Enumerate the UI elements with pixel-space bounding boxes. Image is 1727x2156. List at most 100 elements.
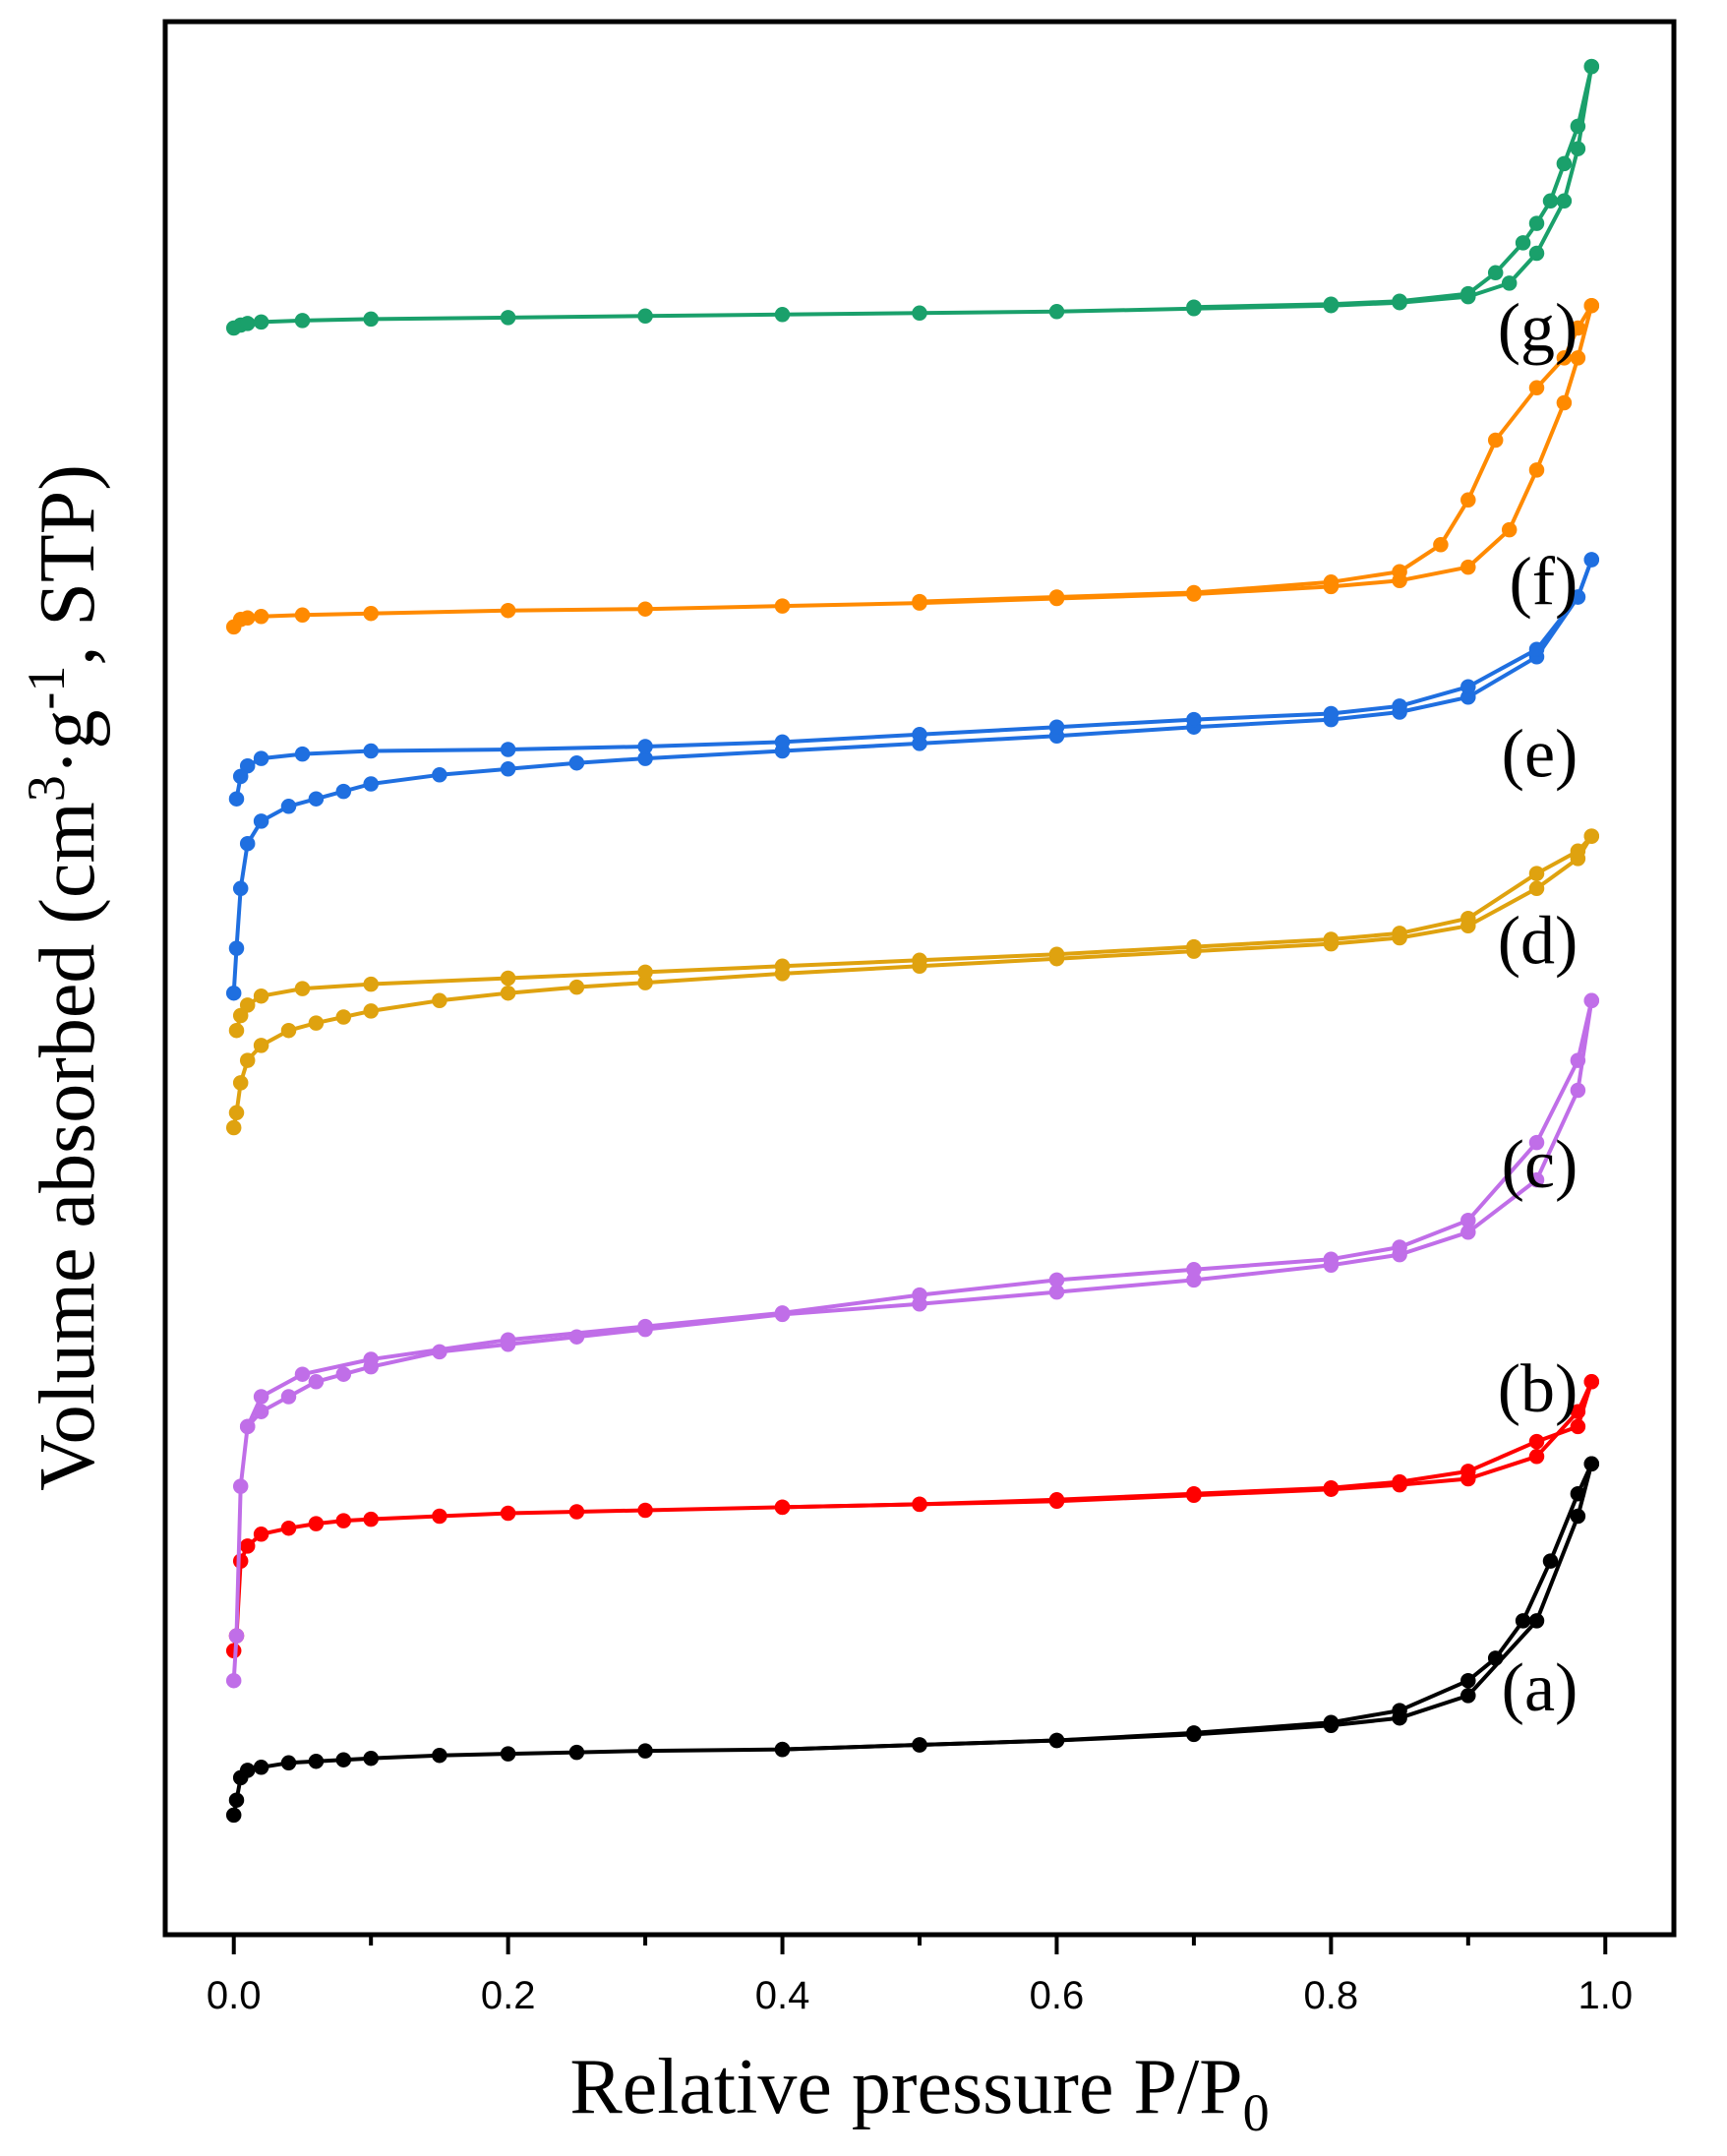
adsorption-point bbox=[500, 310, 516, 326]
desorption-point bbox=[1583, 992, 1600, 1009]
desorption-point bbox=[1048, 1492, 1065, 1508]
desorption-point bbox=[363, 1351, 379, 1367]
desorption-point bbox=[774, 958, 791, 975]
desorption-point bbox=[637, 964, 653, 981]
desorption-branch-line bbox=[782, 1381, 1594, 1510]
x-tick-label: 0.0 bbox=[207, 1974, 262, 2017]
desorption-point bbox=[363, 976, 379, 992]
adsorption-point bbox=[335, 783, 352, 800]
desorption-point bbox=[774, 734, 791, 750]
plot-frame bbox=[162, 19, 1677, 1938]
desorption-point bbox=[253, 1389, 269, 1405]
adsorption-point bbox=[1501, 521, 1518, 538]
adsorption-point bbox=[363, 1511, 379, 1527]
curve-label: (e) bbox=[1502, 716, 1578, 792]
desorption-point bbox=[1323, 931, 1340, 947]
x-tick-label: 0.6 bbox=[1030, 1974, 1085, 2017]
adsorption-point bbox=[432, 1747, 447, 1764]
desorption-point bbox=[1460, 492, 1476, 509]
x-tick-label: 0.4 bbox=[755, 1974, 810, 2017]
desorption-point bbox=[1583, 297, 1600, 314]
adsorption-point bbox=[637, 1743, 653, 1759]
adsorption-point bbox=[228, 1792, 245, 1808]
desorption-point bbox=[1528, 866, 1545, 881]
desorption-point bbox=[1570, 1052, 1586, 1068]
adsorption-point bbox=[225, 1119, 242, 1136]
desorption-point bbox=[1528, 215, 1545, 231]
desorption-point bbox=[1392, 1703, 1407, 1718]
desorption-point bbox=[232, 768, 249, 785]
desorption-point bbox=[774, 1741, 791, 1758]
x-axis-ticks: 0.0 0.2 0.4 0.6 0.8 1.0 bbox=[207, 1935, 1633, 2017]
adsorption-point bbox=[253, 813, 269, 829]
desorption-point bbox=[1460, 1212, 1476, 1228]
adsorption-point bbox=[1460, 559, 1476, 575]
adsorption-point bbox=[228, 940, 245, 956]
adsorption-point bbox=[637, 1502, 653, 1519]
desorption-point bbox=[1048, 946, 1065, 962]
desorption-point bbox=[912, 727, 927, 743]
adsorption-point bbox=[239, 835, 256, 852]
desorption-point bbox=[1460, 1672, 1476, 1689]
adsorption-point bbox=[432, 1508, 447, 1525]
series-f bbox=[225, 297, 1600, 635]
desorption-point bbox=[1570, 1485, 1586, 1502]
desorption-point bbox=[1528, 1433, 1545, 1450]
desorption-point bbox=[1460, 285, 1476, 302]
desorption-point bbox=[1487, 1650, 1504, 1666]
adsorption-point bbox=[1528, 1613, 1545, 1629]
desorption-point bbox=[1556, 155, 1573, 172]
x-tick-label: 1.0 bbox=[1578, 1974, 1633, 2017]
desorption-point bbox=[1460, 679, 1476, 694]
desorption-point bbox=[1323, 1251, 1340, 1267]
desorption-point bbox=[912, 1287, 927, 1303]
series-a bbox=[225, 1456, 1600, 1824]
desorption-point bbox=[500, 742, 516, 757]
desorption-point bbox=[1433, 537, 1449, 553]
desorption-point bbox=[1583, 1456, 1600, 1472]
adsorption-point bbox=[239, 610, 256, 627]
desorption-point bbox=[1048, 1272, 1065, 1288]
desorption-point bbox=[294, 1366, 311, 1382]
desorption-point bbox=[228, 1022, 245, 1039]
series-e bbox=[225, 552, 1600, 1001]
adsorption-point bbox=[335, 1009, 352, 1025]
desorption-branch-line bbox=[782, 1463, 1594, 1752]
adsorption-point bbox=[232, 880, 249, 897]
adsorption-point bbox=[500, 602, 516, 619]
desorption-point bbox=[1323, 574, 1340, 590]
desorption-point bbox=[1186, 1485, 1202, 1502]
adsorption-point bbox=[294, 313, 311, 329]
adsorption-point bbox=[335, 1366, 352, 1382]
series-c bbox=[225, 992, 1600, 1689]
adsorption-point bbox=[1048, 304, 1065, 320]
desorption-point bbox=[912, 1737, 927, 1753]
x-tick-label: 0.8 bbox=[1304, 1974, 1359, 2017]
desorption-point bbox=[912, 952, 927, 969]
adsorption-point bbox=[500, 1505, 516, 1522]
desorption-point bbox=[1323, 705, 1340, 722]
adsorption-point bbox=[568, 1744, 585, 1761]
adsorption-point bbox=[363, 605, 379, 622]
desorption-point bbox=[1528, 1134, 1545, 1151]
adsorption-point bbox=[294, 607, 311, 624]
desorption-point bbox=[1392, 1239, 1407, 1255]
desorption-point bbox=[1487, 432, 1504, 449]
curve-label: (a) bbox=[1502, 1650, 1578, 1726]
desorption-point bbox=[1570, 589, 1586, 605]
adsorption-point bbox=[363, 311, 379, 328]
desorption-point bbox=[1323, 296, 1340, 312]
adsorption-point bbox=[225, 1672, 242, 1689]
desorption-point bbox=[1048, 1732, 1065, 1749]
desorption-point bbox=[1392, 564, 1407, 579]
desorption-point bbox=[232, 1007, 249, 1024]
curve-label: (b) bbox=[1498, 1351, 1578, 1427]
desorption-point bbox=[1570, 843, 1586, 860]
desorption-point bbox=[912, 593, 927, 610]
adsorption-point bbox=[228, 1628, 245, 1644]
adsorption-point bbox=[308, 1374, 325, 1390]
series-g bbox=[225, 58, 1600, 336]
adsorption-point bbox=[239, 1538, 256, 1554]
desorption-point bbox=[1570, 118, 1586, 135]
desorption-point bbox=[1392, 926, 1407, 941]
